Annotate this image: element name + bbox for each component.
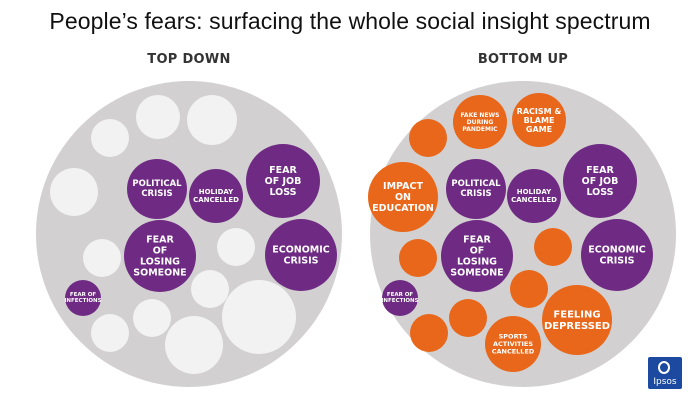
blank-bubble	[136, 95, 180, 139]
political-crisis-label: POLITICAL CRISIS	[451, 179, 501, 199]
racism-blame-bubble	[512, 93, 566, 147]
sports-cancelled-bubble	[485, 316, 541, 372]
fake-news-bubble	[453, 95, 507, 149]
impact-on-education-label: IMPACT ON EDUCATION	[372, 181, 434, 214]
political-crisis-bubble	[446, 159, 506, 219]
page-title: People’s fears: surfacing the whole soci…	[49, 8, 651, 34]
top-down-topic-bubbles: POLITICAL CRISIS HOLIDAY CANCELLED FEAR OF …	[64, 144, 337, 316]
fear-of-job-loss-bubble	[246, 144, 320, 218]
bottom-up-heading: BOTTOM UP	[477, 52, 569, 67]
orange-bubble	[399, 239, 437, 277]
blank-bubble	[83, 239, 121, 277]
fake-news-label: FAKE NEWS DURING PANDEMIC	[461, 112, 500, 133]
holiday-cancelled-bubble	[507, 169, 561, 223]
impact-on-education-bubble	[368, 162, 438, 232]
blank-bubble	[191, 270, 229, 308]
fear-of-losing-someone-label: FEAR OF LOSING SOMEONE	[450, 234, 503, 278]
fear-of-infections-label: FEAR OF INFECTIONS	[381, 292, 418, 304]
orange-bubble	[510, 270, 548, 308]
political-crisis-label: POLITICAL CRISIS	[132, 179, 182, 199]
fear-of-job-loss-label: FEAR OF JOB LOSS	[265, 165, 302, 198]
fear-of-job-loss-bubble	[563, 144, 637, 218]
blank-bubble	[91, 119, 129, 157]
ipsos-logo: Ipsos	[648, 357, 682, 389]
racism-blame-label: RACISM & BLAME GAME	[517, 106, 562, 133]
blank-bubble	[217, 228, 255, 266]
orange-bubble	[409, 119, 447, 157]
fear-of-infections-bubble	[65, 280, 101, 316]
orange-bubble	[449, 299, 487, 337]
feeling-depressed-label: FEELING DEPRESSED	[544, 309, 610, 332]
blank-bubble	[50, 168, 98, 216]
sports-cancelled-label: SPORTS ACTIVITIES CANCELLED	[492, 333, 535, 356]
economic-crisis-label: ECONOMIC CRISIS	[588, 244, 646, 266]
economic-crisis-label: ECONOMIC CRISIS	[272, 244, 330, 266]
fear-of-job-loss-label: FEAR OF JOB LOSS	[582, 165, 619, 198]
bottom-up-orange-bubbles: FAKE NEWS DURING PANDEMIC RACISM & BLAME GAM…	[368, 93, 612, 372]
fear-of-losing-someone-bubble	[441, 220, 513, 292]
bottom-up-topic-bubbles: POLITICAL CRISIS HOLIDAY CANCELLED FEAR OF …	[381, 144, 653, 316]
economic-crisis-bubble	[265, 219, 337, 291]
fear-of-infections-label: FEAR OF INFECTIONS	[64, 292, 101, 304]
political-crisis-bubble	[127, 159, 187, 219]
blank-bubble	[222, 280, 296, 354]
top-down-blank-bubbles	[50, 95, 296, 374]
economic-crisis-bubble	[581, 219, 653, 291]
ipsos-mark-icon	[658, 361, 670, 374]
holiday-cancelled-label: HOLIDAY CANCELLED	[511, 188, 557, 204]
holiday-cancelled-label: HOLIDAY CANCELLED	[193, 188, 239, 204]
ipsos-logo-text: Ipsos	[653, 377, 677, 387]
blank-bubble	[187, 95, 237, 145]
fear-of-losing-someone-label: FEAR OF LOSING SOMEONE	[133, 234, 186, 278]
top-down-heading: TOP DOWN	[147, 52, 231, 67]
orange-bubble	[534, 228, 572, 266]
fear-of-losing-someone-bubble	[124, 220, 196, 292]
orange-bubble	[410, 314, 448, 352]
blank-bubble	[133, 299, 171, 337]
blank-bubble	[165, 316, 223, 374]
blank-bubble	[91, 314, 129, 352]
feeling-depressed-bubble	[542, 285, 612, 355]
fear-of-infections-bubble	[382, 280, 418, 316]
holiday-cancelled-bubble	[189, 169, 243, 223]
